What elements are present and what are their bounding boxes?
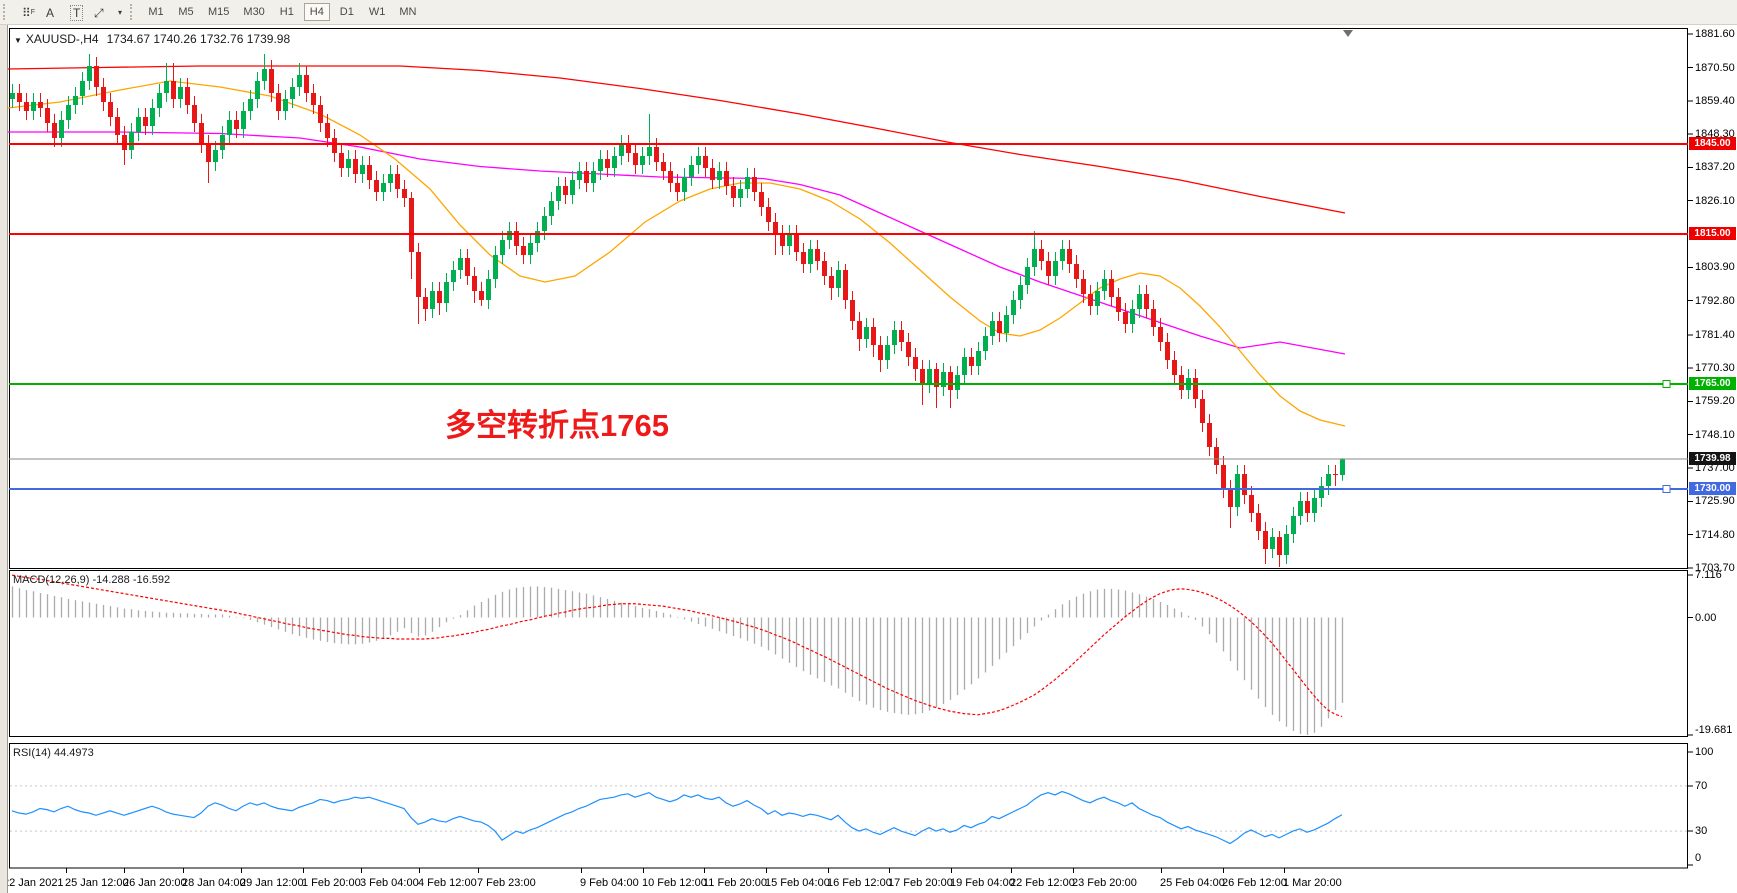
price-tick-label: 1859.40 [1695, 94, 1735, 107]
time-tick-label: 19 Feb 04:00 [950, 877, 1015, 889]
price-tick-label: 1870.50 [1695, 61, 1735, 74]
rsi-tick-label: 30 [1695, 825, 1708, 838]
candles-layer [10, 54, 1345, 567]
macd-signal-line [11, 574, 1343, 718]
time-tick-label: 1 Mar 20:00 [1283, 877, 1342, 889]
rsi-tick-label: 100 [1695, 746, 1714, 758]
time-tick-label: 11 Feb 20:00 [703, 877, 768, 889]
hline-handle-1765.00[interactable] [1662, 380, 1671, 388]
ma-slow-line [7, 65, 1346, 214]
time-tick-label: 22 Jan 2021 [3, 877, 64, 889]
time-tick-label: 25 Jan 12:00 [65, 877, 129, 889]
time-tick-label: 29 Jan 12:00 [240, 877, 304, 889]
timeframe-h1[interactable]: H1 [274, 3, 300, 21]
hline-handle-1730.00[interactable] [1662, 485, 1671, 493]
macd-pane-border [9, 570, 1688, 737]
timeframe-m1[interactable]: M1 [143, 3, 169, 21]
macd-tick-label: -19.681 [1695, 724, 1733, 736]
arrows-dropdown-caret[interactable]: ▾ [111, 2, 125, 22]
toolbar-grip[interactable] [3, 4, 10, 20]
rsi-tick-label: 0 [1695, 852, 1702, 864]
rsi-indicator-label: RSI(14) 44.4973 [13, 747, 94, 759]
price-tick-label: 1837.20 [1695, 161, 1735, 174]
timeframe-m30[interactable]: M30 [238, 3, 269, 21]
price-tick-label: 1748.10 [1695, 428, 1735, 441]
main-pane-border [9, 28, 1688, 569]
time-tick-label: 10 Feb 12:00 [642, 877, 707, 889]
time-tick-label: 15 Feb 04:00 [765, 877, 830, 889]
time-tick-label: 1 Feb 20:00 [302, 877, 361, 889]
macd-indicator-label: MACD(12,26,9) -14.288 -16.592 [13, 574, 171, 586]
time-tick-label: 23 Feb 20:00 [1072, 877, 1137, 889]
label-tool-button[interactable]: A [39, 2, 61, 22]
grid-f-tool-button[interactable]: ⠿ F [15, 2, 37, 22]
time-tick-label: 9 Feb 04:00 [580, 877, 639, 889]
price-badge-1739.98: 1739.98 [1689, 452, 1736, 466]
price-tick-label: 1781.40 [1695, 328, 1735, 341]
time-tick-label: 28 Jan 04:00 [182, 877, 246, 889]
ma-fast-line [7, 80, 1346, 427]
price-tick-label: 1714.80 [1695, 528, 1735, 541]
macd-tick-label: 7.116 [1695, 569, 1722, 582]
toolbar: ⠿ F A T ⤢ ▾ M1 M5 M15 M30 H1 H4 D1 W1 MN [0, 0, 1737, 25]
price-tick-label: 1770.30 [1695, 362, 1735, 375]
text-t-icon: T [70, 5, 84, 21]
price-tick-label: 1725.90 [1695, 495, 1735, 508]
chart-dropdown-icon: ▼ [14, 36, 22, 45]
price-badge-1730.00: 1730.00 [1689, 482, 1736, 495]
macd-histogram [11, 586, 1344, 735]
price-tick-label: 1881.60 [1695, 28, 1735, 41]
time-tick-label: 17 Feb 20:00 [888, 877, 953, 889]
timeframe-m5[interactable]: M5 [173, 3, 199, 21]
toolbar-grip-2[interactable] [130, 4, 137, 20]
price-tick-label: 1759.20 [1695, 395, 1735, 408]
time-tick-label: 25 Feb 04:00 [1160, 877, 1225, 889]
price-badge-1845.00: 1845.00 [1689, 137, 1736, 150]
rsi-tick-label: 70 [1695, 779, 1708, 792]
window-left-edge [0, 24, 8, 893]
dotted-grid-icon: ⠿ [22, 6, 31, 20]
timeframe-h4[interactable]: H4 [303, 3, 330, 21]
time-tick-label: 16 Feb 12:00 [827, 877, 892, 889]
price-badge-1815.00: 1815.00 [1689, 227, 1736, 240]
timeframe-mn[interactable]: MN [394, 3, 421, 21]
symbol-title[interactable]: ▼ XAUUSD-,H4 1734.67 1740.26 1732.76 1739.… [14, 32, 290, 46]
timeframe-d1[interactable]: D1 [334, 3, 360, 21]
chevron-down-icon: ▾ [118, 8, 123, 17]
price-tick-label: 1803.90 [1695, 261, 1735, 274]
arrows-tool-button[interactable]: ⤢ [87, 2, 109, 22]
rsi-pane-border [9, 743, 1688, 869]
macd-tick-label: 0.00 [1695, 611, 1717, 624]
rsi-line [11, 790, 1343, 845]
price-tick-label: 1792.80 [1695, 294, 1735, 307]
time-tick-label: 26 Jan 20:00 [123, 877, 187, 889]
price-tick-label: 1703.70 [1695, 561, 1735, 574]
ohlc-values: 1734.67 1740.26 1732.76 1739.98 [106, 32, 291, 46]
time-tick-label: 7 Feb 23:00 [477, 877, 536, 889]
time-tick-label: 26 Feb 12:00 [1222, 877, 1287, 889]
timeframe-m15[interactable]: M15 [203, 3, 234, 21]
chart-shift-marker[interactable] [1343, 30, 1353, 37]
timeframe-w1[interactable]: W1 [364, 3, 391, 21]
symbol-period: XAUUSD-,H4 [25, 32, 99, 46]
price-tick-label: 1826.10 [1695, 194, 1735, 207]
arrows-icon: ⤢ [94, 6, 104, 20]
time-tick-label: 4 Feb 12:00 [418, 877, 477, 889]
annotation-text[interactable]: 多空转折点1765 [445, 408, 669, 443]
text-tool-button[interactable]: T [63, 2, 85, 22]
price-badge-1765.00: 1765.00 [1689, 377, 1736, 390]
label-a-icon: A [46, 6, 55, 20]
time-tick-label: 3 Feb 04:00 [360, 877, 419, 889]
time-tick-label: 22 Feb 12:00 [1010, 877, 1075, 889]
